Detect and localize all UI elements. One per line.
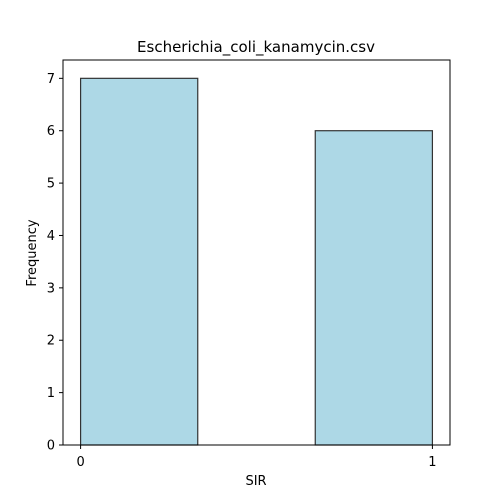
plot-frame [62, 59, 451, 446]
histogram-bar-2 [314, 130, 434, 446]
y-tick-label-0: 0 [47, 439, 55, 454]
y-tick-label-3: 3 [47, 281, 55, 296]
x-tick-label-1: 1 [428, 455, 436, 470]
histogram-bar-0 [79, 77, 199, 446]
y-tick-label-4: 4 [47, 229, 55, 244]
y-tick-label-6: 6 [47, 124, 55, 139]
y-tick-label-5: 5 [47, 177, 55, 192]
y-axis-ticks: 0 1 2 3 4 5 6 7 [47, 72, 63, 454]
y-axis-label: Frequency [25, 219, 40, 286]
y-tick-label-1: 1 [47, 386, 55, 401]
y-tick-label-7: 7 [47, 72, 55, 87]
chart-title: Escherichia_coli_kanamycin.csv [137, 38, 375, 57]
x-tick-label-0: 0 [76, 455, 84, 470]
x-axis-label: SIR [245, 474, 266, 489]
y-tick-label-2: 2 [47, 334, 55, 349]
bars-group [79, 77, 434, 446]
